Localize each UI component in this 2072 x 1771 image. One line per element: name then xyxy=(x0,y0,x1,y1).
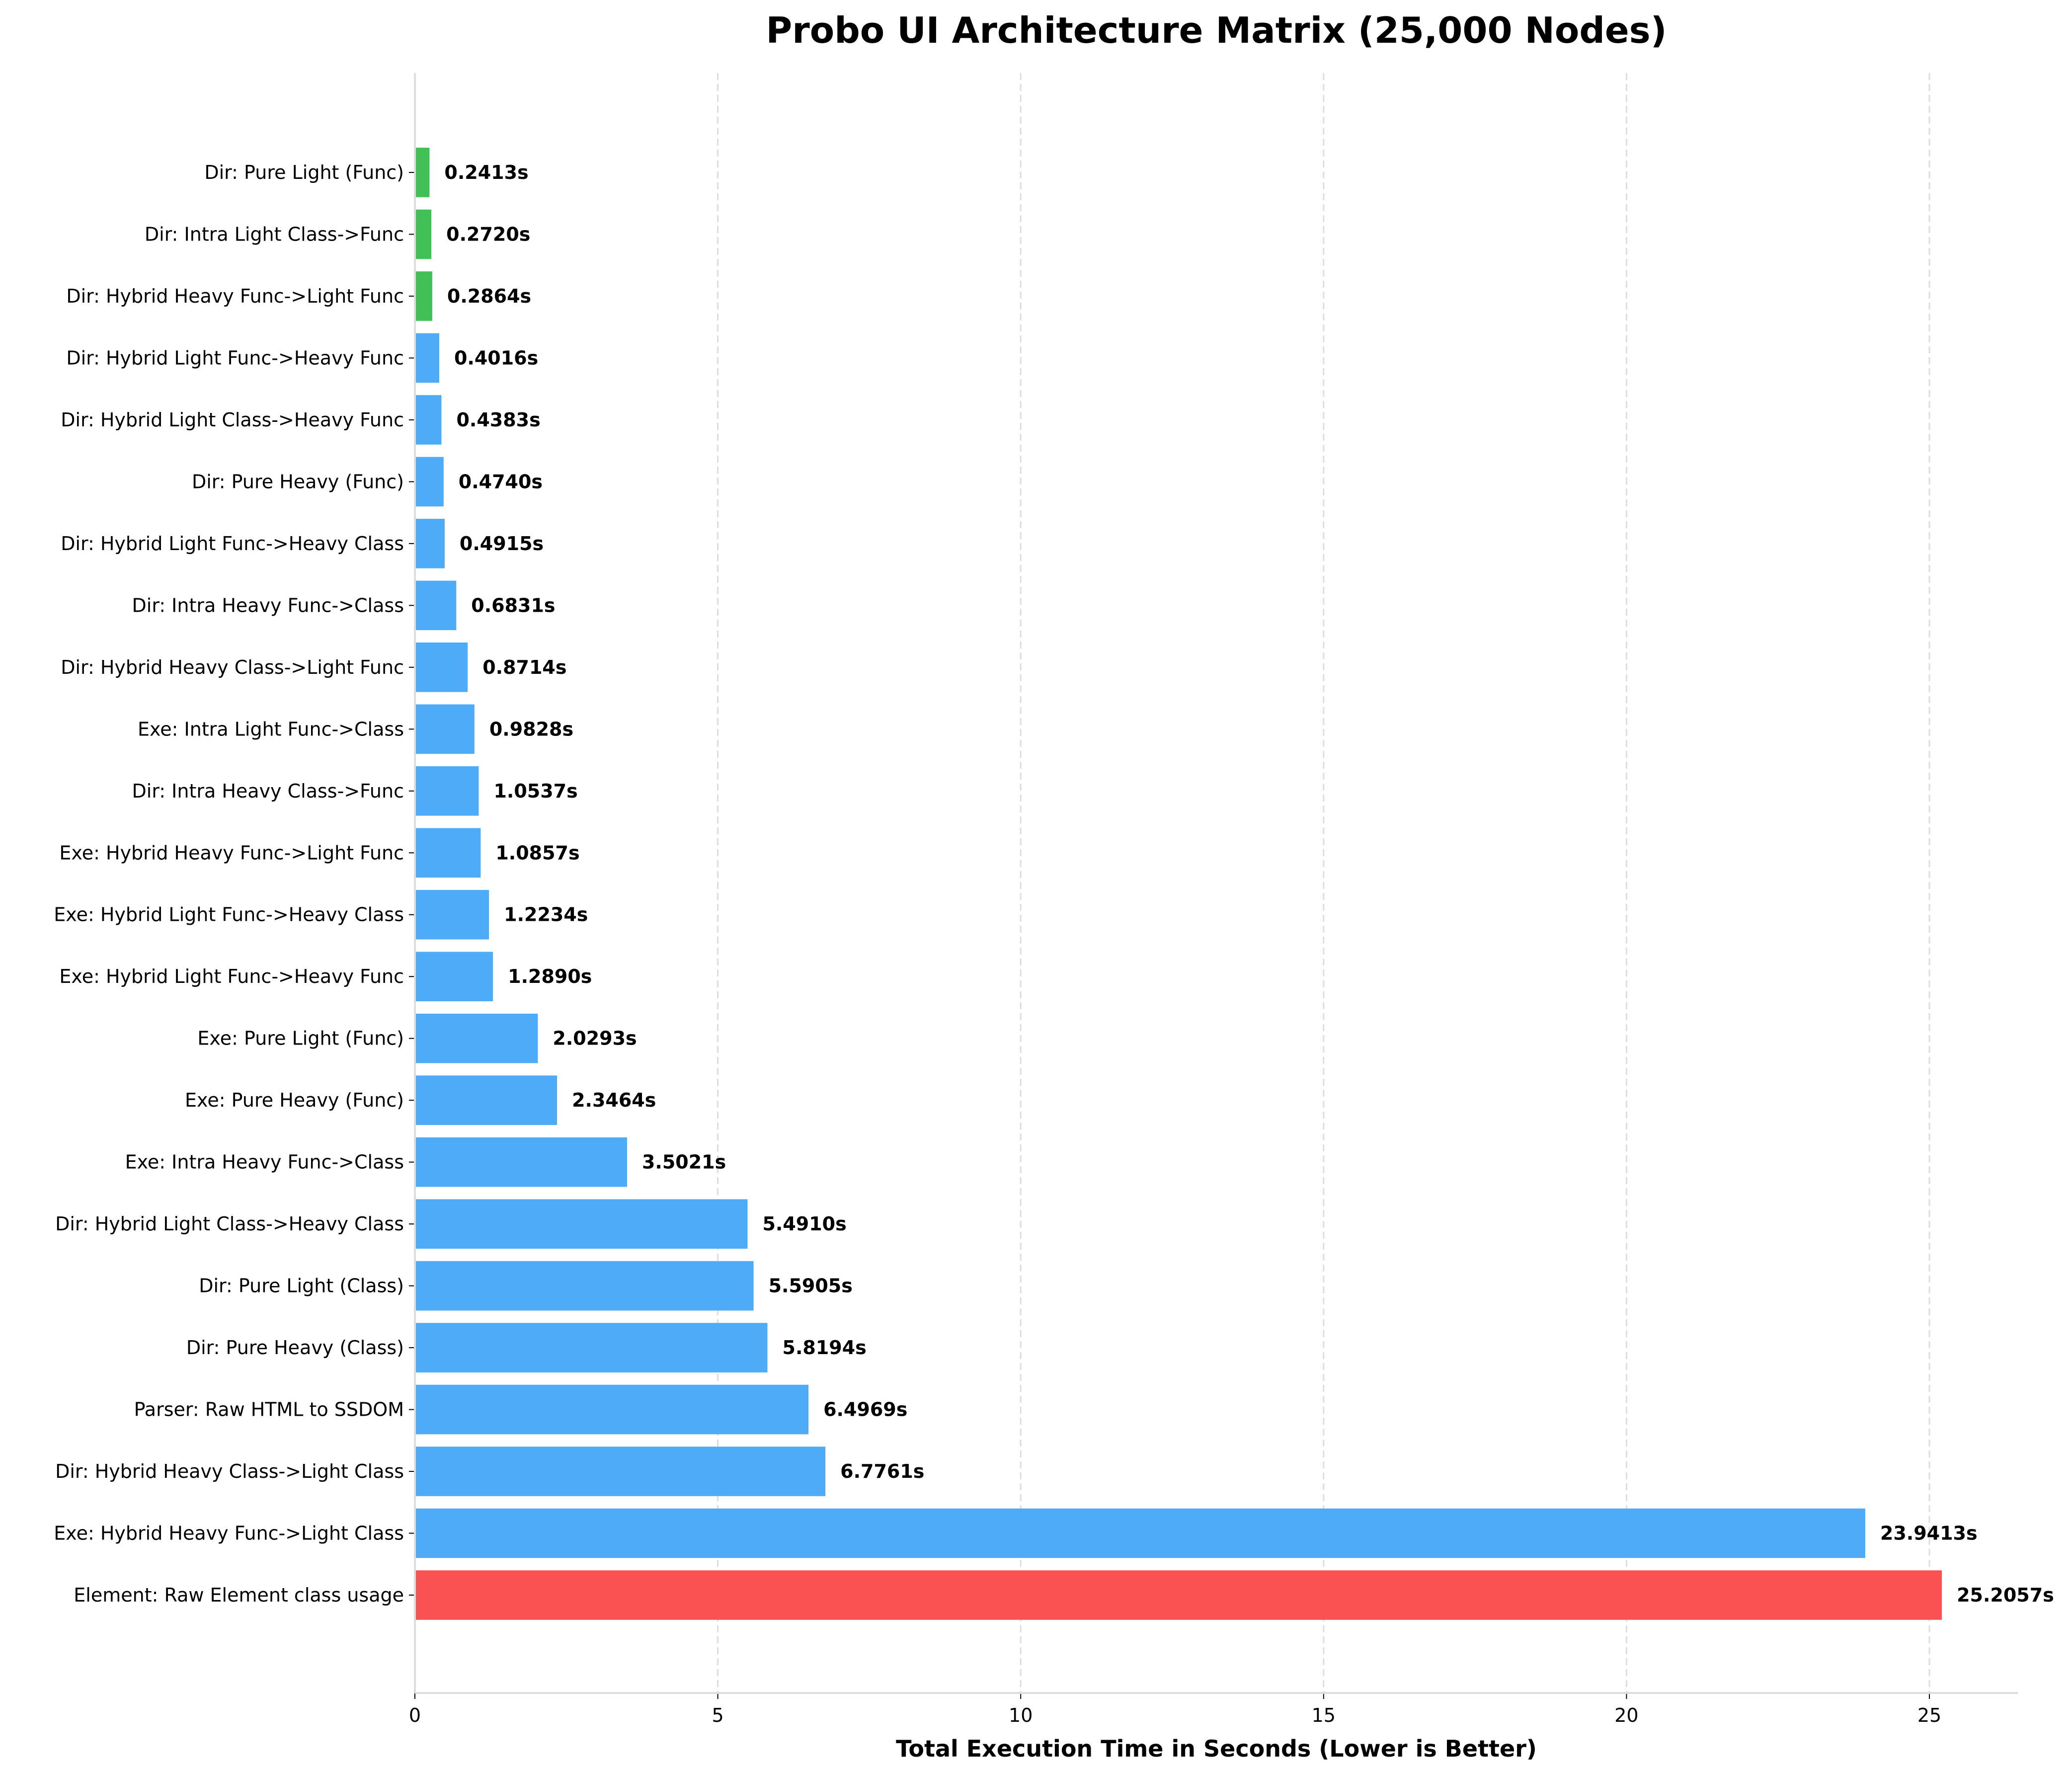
y-tick-label: Dir: Intra Light Class->Func xyxy=(145,223,404,245)
bar xyxy=(415,1570,1942,1620)
grid xyxy=(717,73,1930,1693)
bar xyxy=(415,209,432,259)
bar xyxy=(415,828,481,878)
y-tick-label: Dir: Hybrid Light Func->Heavy Func xyxy=(66,347,404,369)
data-label: 0.4383s xyxy=(456,409,540,431)
bar xyxy=(415,1323,768,1372)
bar xyxy=(415,333,439,383)
bar xyxy=(415,704,475,754)
x-tick-label: 25 xyxy=(1917,1704,1941,1726)
y-tick-label: Element: Raw Element class usage xyxy=(74,1584,404,1606)
y-tick-label: Dir: Hybrid Light Class->Heavy Func xyxy=(61,409,404,431)
data-label: 6.4969s xyxy=(823,1399,907,1421)
x-tick-label: 10 xyxy=(1009,1704,1033,1726)
data-label: 0.2720s xyxy=(446,223,530,245)
y-tick-label: Dir: Hybrid Light Class->Heavy Class xyxy=(55,1213,404,1235)
bar xyxy=(415,766,479,816)
y-tick-label: Exe: Pure Light (Func) xyxy=(197,1028,404,1049)
bar xyxy=(415,271,432,321)
bar xyxy=(415,1447,826,1496)
data-label: 3.5021s xyxy=(642,1151,726,1173)
data-label: 0.4740s xyxy=(459,471,543,492)
data-label: 0.4016s xyxy=(454,347,538,369)
bar xyxy=(415,1384,809,1435)
data-label: 2.3464s xyxy=(572,1089,656,1111)
data-label: 5.5905s xyxy=(769,1275,853,1297)
bar xyxy=(415,519,445,568)
y-tick-label: Exe: Intra Light Func->Class xyxy=(138,718,404,740)
data-label: 0.6831s xyxy=(471,594,555,616)
data-label: 0.2413s xyxy=(444,161,528,183)
y-tick-label: Dir: Intra Heavy Func->Class xyxy=(132,594,404,616)
bar xyxy=(415,148,430,197)
y-tick-label: Dir: Hybrid Heavy Func->Light Func xyxy=(66,285,404,307)
bar xyxy=(415,1261,754,1311)
y-tick-label: Exe: Hybrid Light Func->Heavy Class xyxy=(54,904,404,926)
data-label: 1.0857s xyxy=(495,842,579,864)
data-label: 5.4910s xyxy=(762,1213,846,1235)
y-tick-label: Exe: Pure Heavy (Func) xyxy=(185,1089,404,1111)
x-tick-label: 0 xyxy=(409,1704,421,1726)
y-tick-label: Dir: Hybrid Light Func->Heavy Class xyxy=(61,533,404,555)
y-tick-label: Dir: Pure Light (Func) xyxy=(204,161,404,183)
data-label: 25.2057s xyxy=(1957,1584,2054,1606)
bar xyxy=(415,580,457,631)
bars: 0.2413s 0.2720s 0.2864s 0.4016s 0.4383s 0.474… xyxy=(415,148,2054,1620)
bar xyxy=(415,1199,748,1249)
y-tick-label: Dir: Hybrid Heavy Class->Light Func xyxy=(61,656,404,678)
y-tick-label: Exe: Hybrid Heavy Func->Light Class xyxy=(54,1523,404,1544)
bar xyxy=(415,457,444,507)
data-label: 1.2890s xyxy=(508,966,592,987)
x-axis-label: Total Execution Time in Seconds (Lower i… xyxy=(896,1735,1537,1762)
x-tick-label: 15 xyxy=(1312,1704,1336,1726)
bar xyxy=(415,1013,538,1063)
bar xyxy=(415,643,468,692)
x-tick-label: 5 xyxy=(712,1704,724,1726)
data-label: 23.9413s xyxy=(1880,1523,1978,1544)
y-tick-label: Exe: Hybrid Heavy Func->Light Func xyxy=(59,842,404,864)
data-label: 1.2234s xyxy=(504,904,588,926)
x-tick-label: 20 xyxy=(1614,1704,1638,1726)
data-label: 0.2864s xyxy=(447,285,531,307)
data-label: 0.4915s xyxy=(460,533,544,555)
bar xyxy=(415,889,489,940)
data-label: 0.8714s xyxy=(482,656,566,678)
data-label: 6.7761s xyxy=(840,1460,924,1482)
axes: 0 5 10 15 20 25 Dir: Pure Light (Func) Dir: Int… xyxy=(54,73,2018,1726)
data-label: 2.0293s xyxy=(553,1028,637,1049)
y-tick-label: Parser: Raw HTML to SSDOM xyxy=(134,1399,404,1421)
data-label: 5.8194s xyxy=(783,1337,867,1359)
y-tick-label: Dir: Pure Heavy (Class) xyxy=(186,1337,404,1359)
bar xyxy=(415,1137,627,1187)
y-tick-label: Dir: Pure Heavy (Func) xyxy=(192,471,404,492)
data-label: 1.0537s xyxy=(493,780,577,802)
bar xyxy=(415,1075,558,1125)
chart-title: Probo UI Architecture Matrix (25,000 Nod… xyxy=(766,9,1667,51)
y-tick-label: Exe: Hybrid Light Func->Heavy Func xyxy=(59,966,404,987)
y-tick-label: Dir: Hybrid Heavy Class->Light Class xyxy=(55,1460,404,1482)
y-tick-label: Exe: Intra Heavy Func->Class xyxy=(125,1151,404,1173)
y-tick-label: Dir: Pure Light (Class) xyxy=(199,1275,404,1297)
y-tick-label: Dir: Intra Heavy Class->Func xyxy=(132,780,404,802)
bar xyxy=(415,1508,1865,1558)
bar xyxy=(415,395,442,445)
bar xyxy=(415,952,493,1002)
data-label: 0.9828s xyxy=(489,718,573,740)
